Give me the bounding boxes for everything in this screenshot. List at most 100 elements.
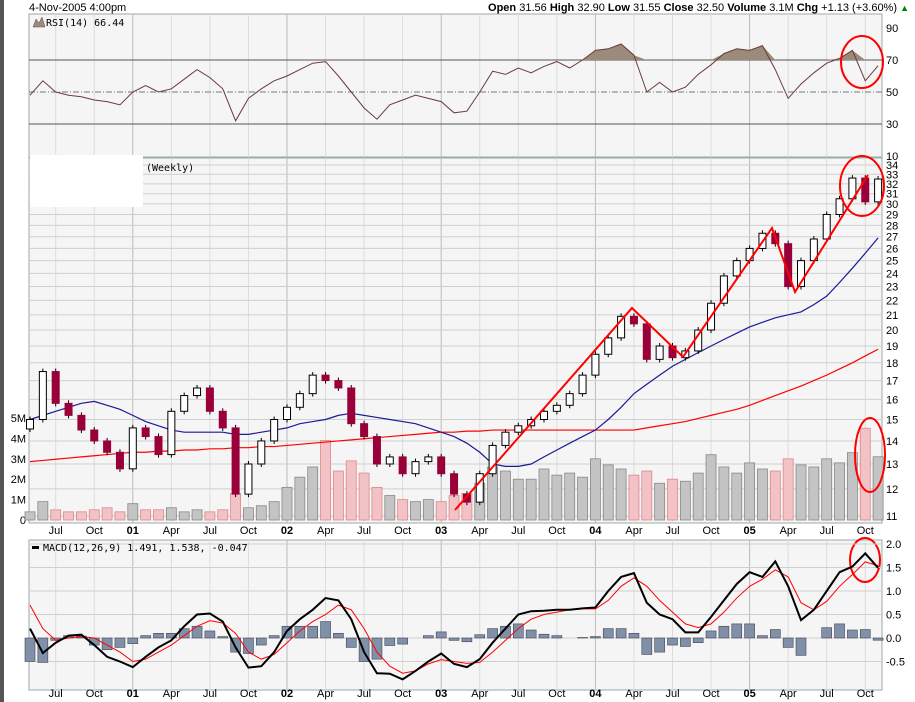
macd-tick-label: -0.5 xyxy=(886,657,905,669)
histogram-bar xyxy=(628,632,640,639)
price-tick-label: 18 xyxy=(886,358,898,370)
volume-bar xyxy=(641,470,653,521)
volume-bar xyxy=(268,501,280,521)
volume-tick-label: 1M xyxy=(11,495,26,507)
histogram-bar xyxy=(872,637,884,641)
histogram-bar xyxy=(333,632,344,639)
candle xyxy=(578,374,587,395)
candle xyxy=(257,440,266,465)
x-tick-label: Oct xyxy=(394,688,411,700)
candle xyxy=(231,427,240,495)
volume-label: Volume xyxy=(727,2,767,14)
volume-bar xyxy=(705,454,717,521)
histogram-bar xyxy=(641,637,653,655)
volume-bar xyxy=(512,478,524,521)
macd-tick-label: 1.0 xyxy=(886,586,901,598)
candle xyxy=(488,444,497,475)
volume-bar xyxy=(667,478,678,521)
volume-bar xyxy=(834,462,845,521)
rsi-mountain-icon xyxy=(32,16,46,28)
volume-bar xyxy=(332,470,344,521)
trendline-annotation xyxy=(454,174,869,511)
volume-bar xyxy=(37,501,49,521)
x-tick-label: Apr xyxy=(471,688,488,700)
candle xyxy=(719,275,728,304)
candle xyxy=(360,423,369,438)
volume-tick-label: 4M xyxy=(11,433,26,445)
candle xyxy=(115,451,124,470)
candle xyxy=(321,374,330,382)
x-tick-label: Oct xyxy=(394,525,411,537)
volume-bar xyxy=(24,511,36,521)
price-tick-label: 14 xyxy=(886,436,898,448)
volume-bar xyxy=(307,466,319,521)
volume-bar xyxy=(500,470,511,521)
rsi-line xyxy=(29,43,879,122)
histogram-bar xyxy=(525,629,537,639)
x-tick-label: 04 xyxy=(589,688,602,700)
volume-bar xyxy=(153,509,164,521)
candle xyxy=(514,425,523,433)
x-tick-label: Apr xyxy=(163,525,180,537)
macd-tick-label: 0.5 xyxy=(886,610,901,622)
chg-label: Chg xyxy=(796,2,819,14)
price-tick-label: 32 xyxy=(886,179,898,191)
price-tick-label: 31 xyxy=(886,189,898,201)
candle xyxy=(475,473,484,503)
macd-tick-label: 1.5 xyxy=(886,563,901,575)
candle xyxy=(77,414,86,431)
histogram-bar xyxy=(268,635,280,639)
histogram-bar xyxy=(384,637,396,646)
volume-bar xyxy=(178,511,190,521)
histogram-bar xyxy=(680,637,691,647)
histogram-bar xyxy=(718,625,730,639)
candle xyxy=(437,456,446,475)
candle xyxy=(205,387,214,412)
volume-bar xyxy=(731,472,743,521)
histogram-bar xyxy=(474,634,486,639)
rsi-tick-label: 10 xyxy=(886,151,898,163)
volume-tick-label: 3M xyxy=(11,454,26,466)
volume-bar xyxy=(782,458,794,521)
price-tick-label: 24 xyxy=(886,268,898,280)
candle xyxy=(411,461,420,475)
candle xyxy=(103,440,112,453)
volume-bar xyxy=(422,499,434,521)
volume-bar xyxy=(718,466,730,521)
x-tick-label: 03 xyxy=(435,525,447,537)
x-tick-label: Oct xyxy=(548,525,565,537)
x-tick-label: Apr xyxy=(471,525,488,537)
x-tick-label: Jul xyxy=(665,525,679,537)
histogram-bar xyxy=(397,637,408,645)
candle xyxy=(655,345,664,360)
volume-bar xyxy=(859,427,871,521)
histogram-bar xyxy=(255,637,267,646)
volume-bar xyxy=(602,464,614,521)
histogram-bar xyxy=(294,625,306,639)
candle xyxy=(90,429,99,442)
x-tick-label: Apr xyxy=(317,525,334,537)
price-tick-label: 17 xyxy=(886,376,898,388)
rsi-tick-label: 50 xyxy=(886,87,898,99)
candle xyxy=(244,463,253,495)
volume-value: 3.1M xyxy=(769,2,794,14)
candle xyxy=(540,410,548,420)
highlight-circle-annotation xyxy=(849,537,881,583)
rsi-panel xyxy=(28,13,883,158)
rsi-label: RSI(14) 66.44 xyxy=(46,18,124,29)
x-tick-label: Jul xyxy=(511,688,525,700)
price-tick-label: 21 xyxy=(886,310,898,322)
histogram-bar xyxy=(500,625,511,639)
candle xyxy=(565,393,574,406)
histogram-bar xyxy=(345,637,357,648)
candle xyxy=(874,178,883,203)
histogram-bar xyxy=(512,623,524,639)
x-tick-label: Apr xyxy=(625,525,642,537)
volume-bar xyxy=(628,474,640,521)
open-label: Open xyxy=(488,2,517,14)
histogram-bar xyxy=(423,635,434,639)
candle xyxy=(26,418,34,430)
histogram-bar xyxy=(782,637,794,648)
candle xyxy=(642,323,651,360)
candle xyxy=(218,410,227,429)
